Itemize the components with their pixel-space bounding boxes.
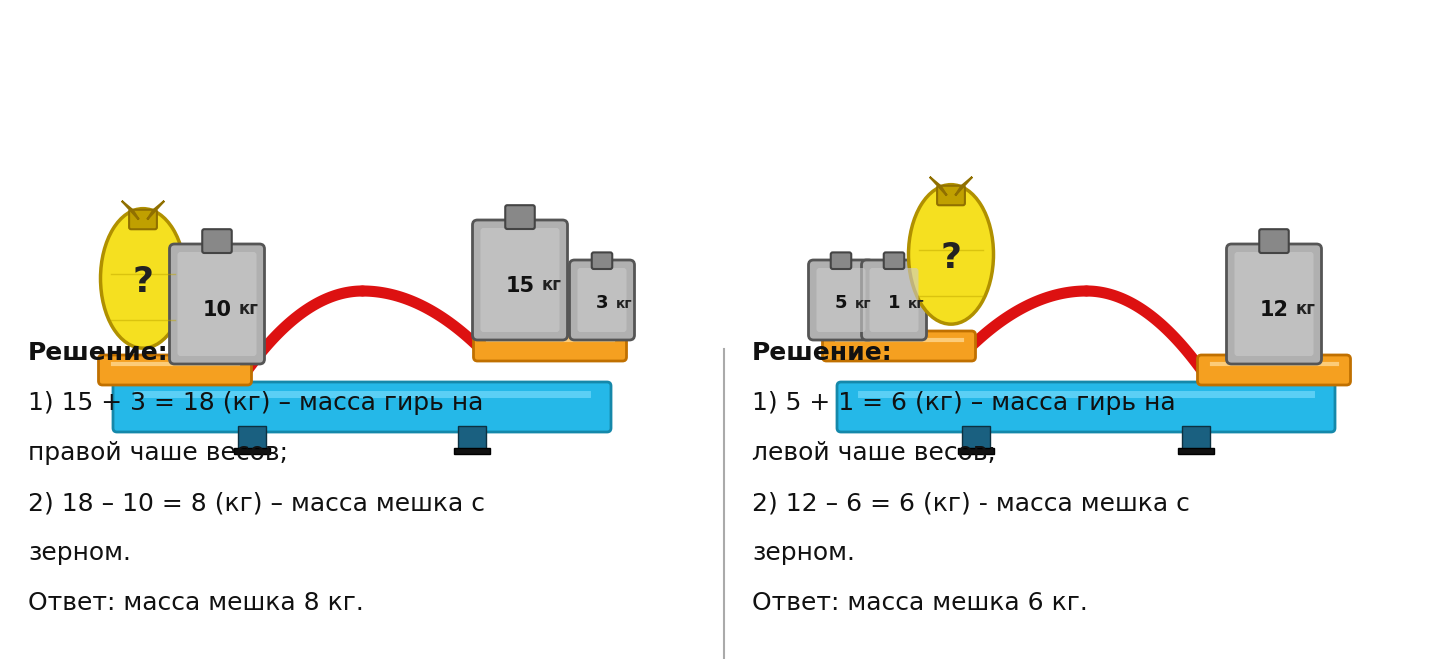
Polygon shape [148,201,164,219]
FancyBboxPatch shape [474,331,626,361]
Text: 10: 10 [203,299,232,320]
FancyBboxPatch shape [113,382,611,432]
Text: кг: кг [855,297,871,310]
FancyBboxPatch shape [591,252,613,269]
FancyBboxPatch shape [838,382,1335,432]
Text: зерном.: зерном. [752,541,855,565]
FancyBboxPatch shape [506,205,535,229]
Text: 5: 5 [835,295,848,312]
FancyBboxPatch shape [830,252,851,269]
FancyBboxPatch shape [862,260,926,340]
Text: Ответ: масса мешка 6 кг.: Ответ: масса мешка 6 кг. [752,591,1088,615]
Text: правой чаше весов;: правой чаше весов; [28,441,288,465]
Bar [1178,448,1214,454]
FancyBboxPatch shape [869,268,919,332]
FancyBboxPatch shape [823,331,975,361]
FancyBboxPatch shape [938,186,965,205]
FancyBboxPatch shape [884,252,904,269]
FancyBboxPatch shape [1235,252,1313,356]
FancyBboxPatch shape [1197,355,1350,385]
Text: 3: 3 [596,295,609,312]
Bar [1182,426,1210,450]
FancyBboxPatch shape [129,210,156,229]
Bar [958,448,994,454]
Text: 2) 18 – 10 = 8 (кг) – масса мешка с: 2) 18 – 10 = 8 (кг) – масса мешка с [28,491,485,515]
Text: кг: кг [616,297,632,310]
FancyBboxPatch shape [170,244,265,364]
Text: 15: 15 [506,275,535,295]
FancyBboxPatch shape [569,260,635,340]
Ellipse shape [909,185,994,324]
Ellipse shape [100,209,185,348]
Text: Ответ: масса мешка 8 кг.: Ответ: масса мешка 8 кг. [28,591,364,615]
Bar [962,426,990,450]
FancyBboxPatch shape [203,229,232,253]
Text: Решение:: Решение: [28,341,168,365]
Text: кг: кг [1295,301,1316,318]
Text: Решение:: Решение: [752,341,893,365]
Polygon shape [122,201,139,219]
FancyBboxPatch shape [472,220,568,340]
Text: кг: кг [542,277,561,295]
Polygon shape [955,177,972,196]
Bar [233,448,270,454]
Text: 1) 5 + 1 = 6 (кг) – масса гирь на: 1) 5 + 1 = 6 (кг) – масса гирь на [752,391,1175,415]
FancyBboxPatch shape [99,355,252,385]
Text: кг: кг [238,301,258,318]
FancyBboxPatch shape [177,252,256,356]
Text: зерном.: зерном. [28,541,130,565]
Text: ?: ? [132,264,154,299]
FancyBboxPatch shape [1259,229,1288,253]
Bar [454,448,490,454]
FancyBboxPatch shape [481,228,559,332]
Text: 12: 12 [1259,299,1288,320]
FancyBboxPatch shape [578,268,626,332]
Bar [458,426,485,450]
FancyBboxPatch shape [1226,244,1321,364]
Text: кг: кг [907,297,924,310]
Bar [238,426,267,450]
FancyBboxPatch shape [809,260,874,340]
Text: 2) 12 – 6 = 6 (кг) - масса мешка с: 2) 12 – 6 = 6 (кг) - масса мешка с [752,491,1190,515]
Text: 1: 1 [888,295,900,312]
Text: ?: ? [940,241,962,275]
Text: 1) 15 + 3 = 18 (кг) – масса гирь на: 1) 15 + 3 = 18 (кг) – масса гирь на [28,391,484,415]
Text: левой чаше весов;: левой чаше весов; [752,441,995,465]
FancyBboxPatch shape [816,268,865,332]
Polygon shape [930,177,946,196]
